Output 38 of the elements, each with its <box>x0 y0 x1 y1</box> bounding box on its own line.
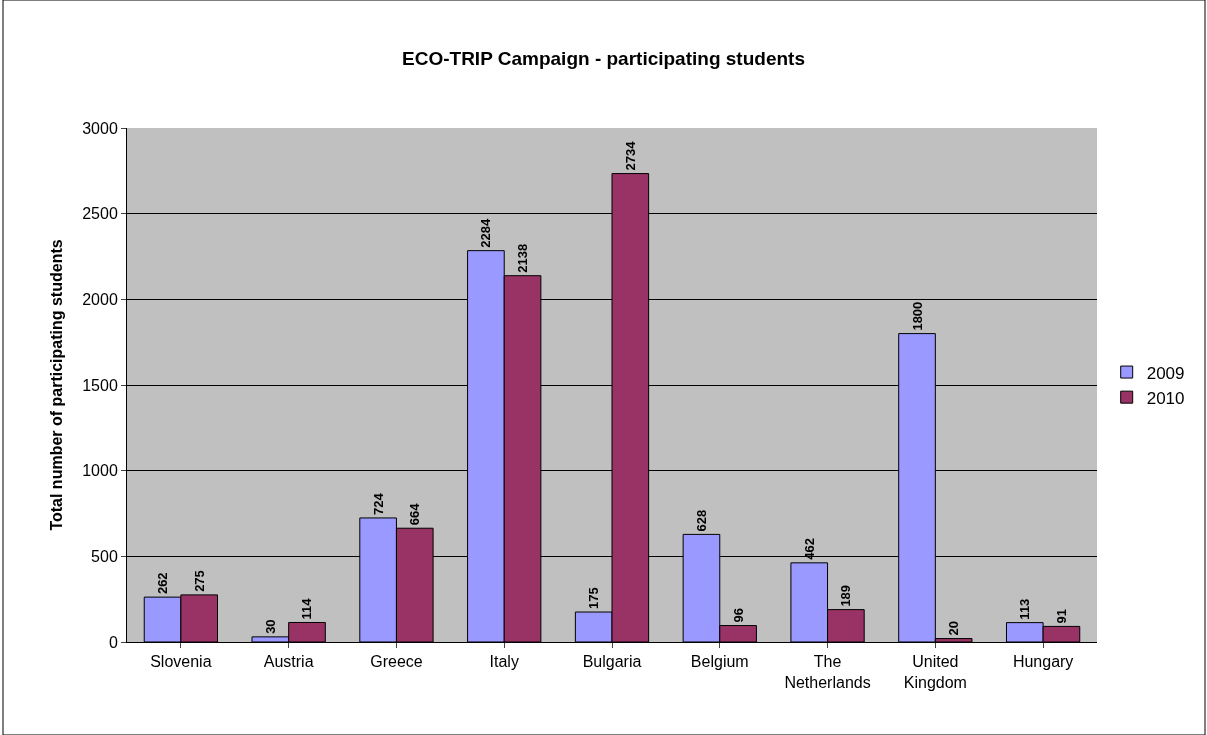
y-tick-label: 1500 <box>82 376 118 394</box>
data-label: 20 <box>946 621 962 636</box>
data-label: 2734 <box>622 140 638 171</box>
data-label: 91 <box>1053 608 1069 624</box>
x-tick-label: Greece <box>370 653 423 671</box>
data-label: 114 <box>299 597 315 620</box>
y-tick-label: 2000 <box>82 290 118 308</box>
data-label: 2284 <box>478 217 494 248</box>
x-tick-label: Austria <box>263 653 314 671</box>
y-axis-title: Total number of participating students <box>48 239 66 531</box>
data-label: 2138 <box>515 243 531 273</box>
data-label: 189 <box>838 584 854 607</box>
x-tick-label: Italy <box>489 653 519 671</box>
x-tick-label: Belgium <box>690 653 749 671</box>
x-tick-label: United Kingdom <box>903 653 967 691</box>
y-tick-label: 500 <box>91 547 118 565</box>
x-tick-label: Slovenia <box>150 653 212 671</box>
legend-label: 2010 <box>1146 388 1185 408</box>
data-label: 664 <box>407 502 423 526</box>
chart-title: ECO-TRIP Campaign - participating students <box>402 48 805 70</box>
data-label: 113 <box>1017 598 1033 620</box>
data-label: 628 <box>693 509 709 532</box>
data-label: 462 <box>801 538 817 560</box>
x-tick-label: Hungary <box>1012 653 1074 671</box>
y-tick-label: 3000 <box>82 119 118 137</box>
data-label: 262 <box>155 572 171 595</box>
data-label: 96 <box>730 608 746 623</box>
x-tick-label: Bulgaria <box>582 653 642 671</box>
x-tick-label: The Netherlands <box>784 653 871 691</box>
y-tick-label: 2500 <box>82 205 118 223</box>
data-label: 275 <box>191 570 207 592</box>
y-tick-label: 0 <box>108 633 118 651</box>
legend-label: 2009 <box>1146 363 1185 383</box>
data-label: 724 <box>370 492 386 515</box>
data-label: 30 <box>262 619 278 634</box>
data-label: 175 <box>586 587 602 610</box>
data-label: 1800 <box>909 301 925 331</box>
y-tick-label: 1000 <box>82 462 118 480</box>
